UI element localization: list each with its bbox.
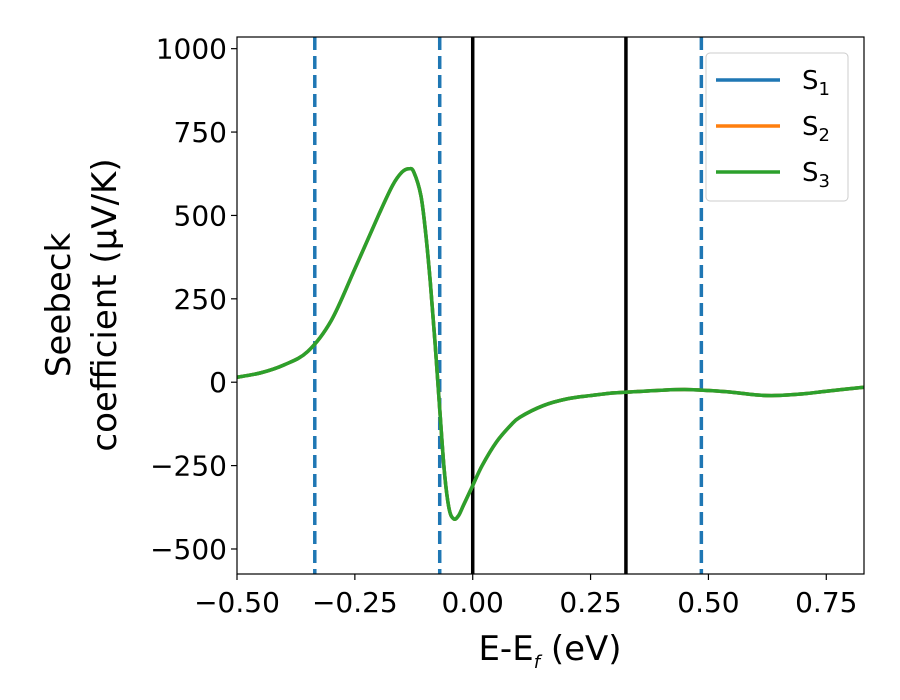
x-axis-title-sub: f xyxy=(534,652,543,673)
x-tick-label: −0.25 xyxy=(312,586,398,619)
x-axis-title-tail: (eV) xyxy=(540,629,622,669)
legend-label-s3: S3 xyxy=(802,158,830,192)
series-line-s1 xyxy=(237,166,864,521)
x-tick-label: 0.75 xyxy=(795,586,857,619)
series-line-s2 xyxy=(237,166,864,521)
x-axis-ticks: −0.50 −0.25 0.00 0.25 0.50 0.75 xyxy=(194,574,857,619)
x-tick-label: −0.50 xyxy=(194,586,280,619)
y-tick-label: 1000 xyxy=(156,33,227,66)
legend-label-s2: S2 xyxy=(802,112,830,146)
x-axis-title: E-Ef (eV) xyxy=(478,629,621,673)
series-line-s3 xyxy=(237,166,864,521)
x-axis-title-main: E-E xyxy=(478,629,533,669)
x-tick-label: 0.00 xyxy=(442,586,504,619)
y-tick-label: 750 xyxy=(174,116,227,149)
x-tick-label: 0.50 xyxy=(677,586,739,619)
plot-frame xyxy=(236,36,865,575)
vertical-lines xyxy=(313,37,704,574)
legend-label-s1: S1 xyxy=(802,66,830,100)
y-tick-label: −500 xyxy=(150,533,227,566)
legend: S1 S2 S3 xyxy=(705,52,849,202)
y-axis-ticks: −500 −250 0 250 500 750 1000 xyxy=(150,33,237,566)
y-tick-label: 250 xyxy=(174,283,227,316)
y-tick-label: 500 xyxy=(174,199,227,232)
series-lines xyxy=(237,166,864,521)
y-axis-title-line2: coefficient (μV/K) xyxy=(85,158,125,451)
y-tick-label: −250 xyxy=(150,450,227,483)
y-tick-label: 0 xyxy=(209,366,227,399)
y-axis-title: Seebeck coefficient (μV/K) xyxy=(39,158,125,451)
x-tick-label: 0.25 xyxy=(559,586,621,619)
y-axis-title-line1: Seebeck xyxy=(39,233,79,378)
